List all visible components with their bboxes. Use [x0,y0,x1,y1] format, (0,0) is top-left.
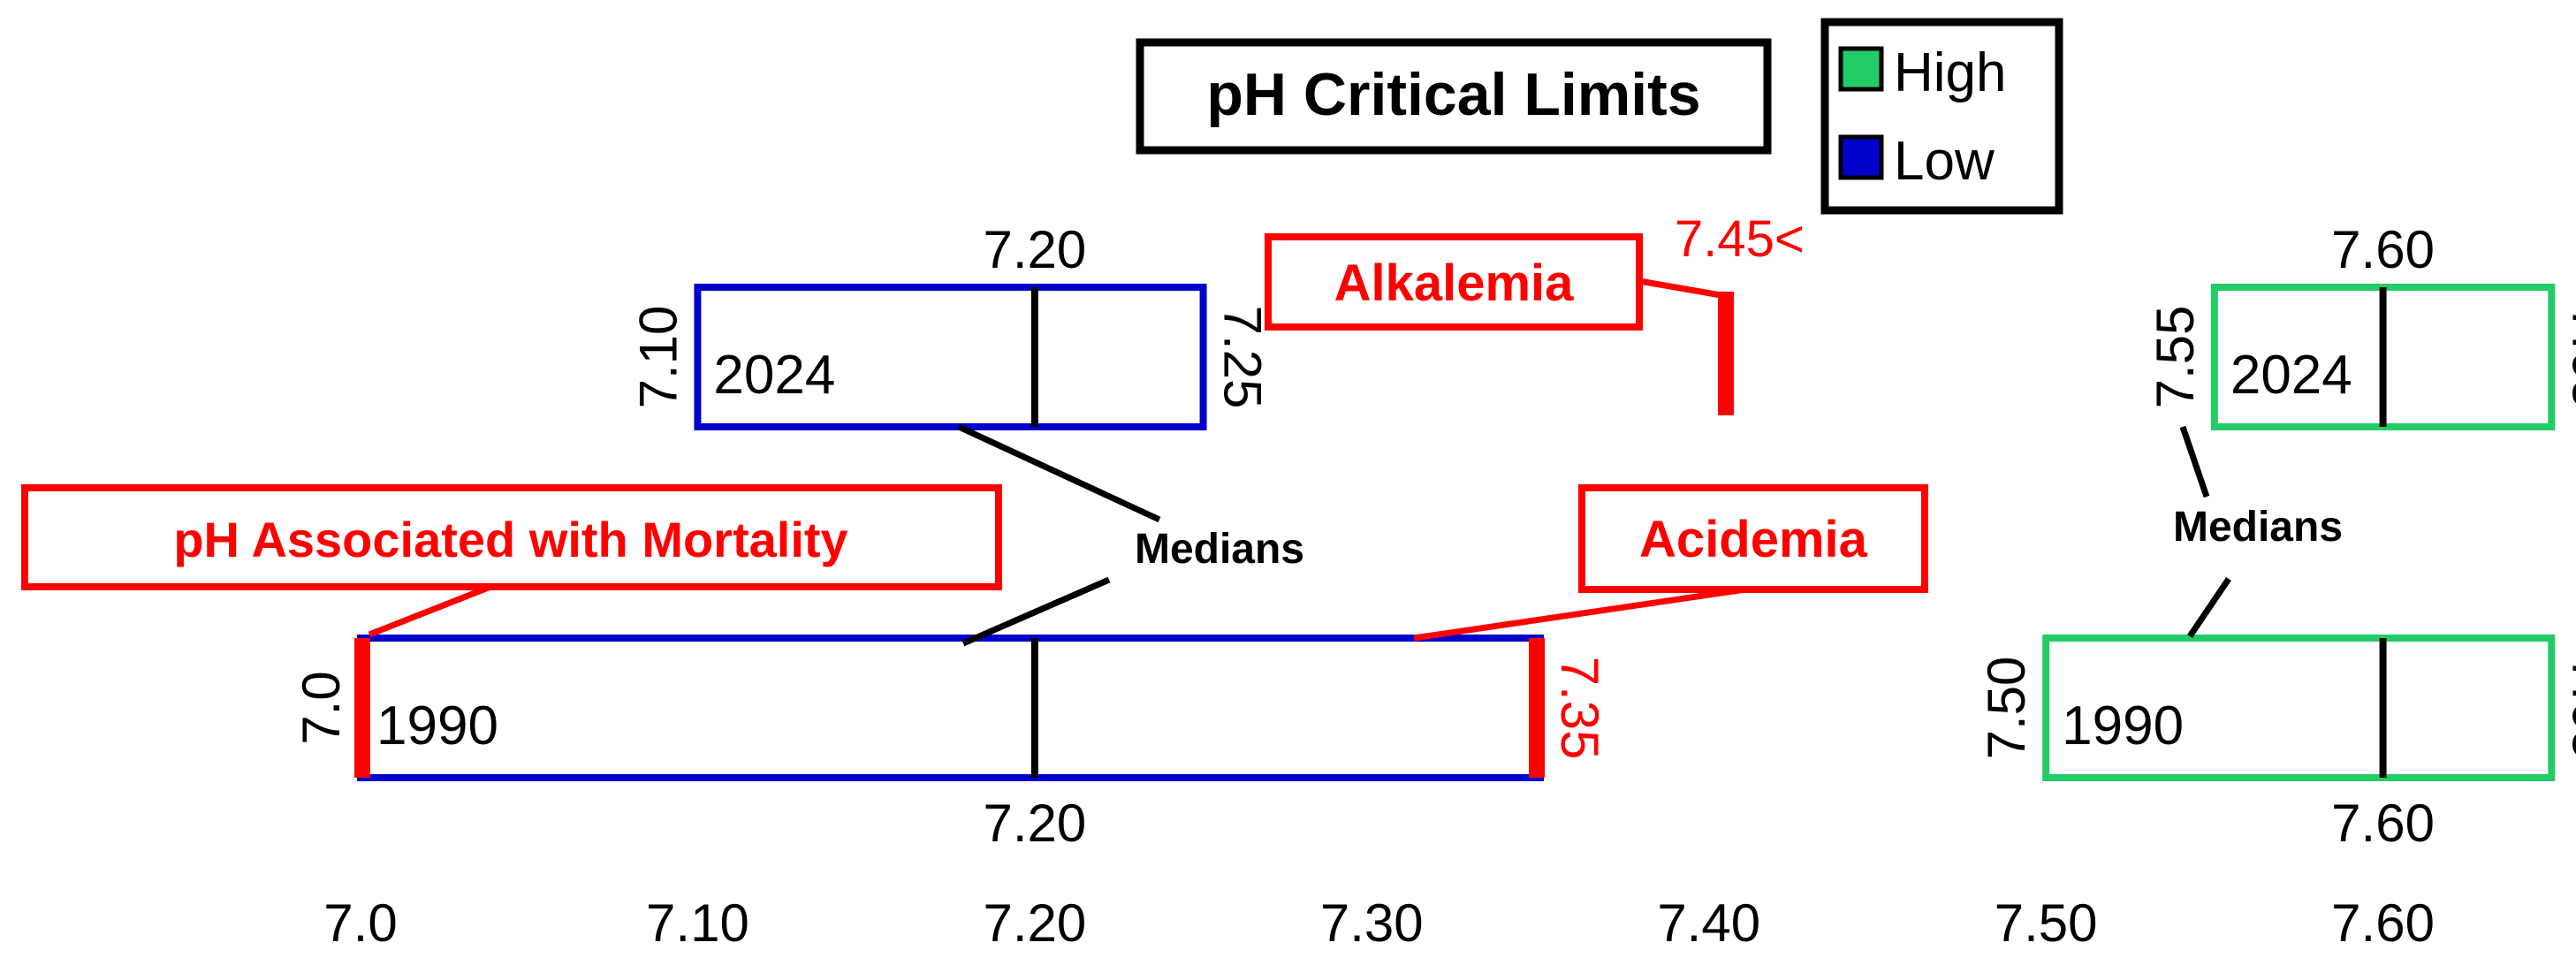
legend-low-label: Low [1894,131,1995,192]
chart-title: pH Critical Limits [1136,38,1772,155]
legend-high-swatch [1838,46,1884,92]
min-label: 7.0 [292,671,351,744]
acidemia-callout-label: Acidemia [1639,511,1868,568]
x-tick-label: 7.40 [1657,893,1760,953]
max-label: 7.25 [1213,306,1273,409]
medians-leader-low-top [957,423,1161,523]
year-label: 1990 [2062,696,2184,756]
x-tick-label: 7.0 [323,893,397,953]
min-label: 7.50 [1977,657,2036,760]
annotations: Alkalemia 7.45< pH Associated with Morta… [21,210,2343,647]
alkalemia-threshold-label: 7.45< [1675,210,1805,268]
medians-leader-low-bottom [961,576,1111,647]
x-tick-label: 7.50 [1995,893,2098,953]
year-label: 2024 [713,345,835,406]
x-tick-label: 7.20 [983,893,1086,953]
year-label: 1990 [376,696,498,756]
x-axis: 7.07.107.207.307.407.507.607.70 [323,893,2435,953]
min-label: 7.10 [628,306,688,409]
alkalemia-callout-label: Alkalemia [1334,255,1575,312]
acidemia-callout-box [1578,484,1928,593]
max-label: 7.35 [1550,657,1609,760]
x-tick-label: 7.60 [2331,893,2435,953]
box-rect [2042,635,2556,781]
box-rect [694,284,1207,430]
median-label: 7.20 [983,794,1086,853]
box-rect [357,635,1544,781]
medians-leader-high-bottom [2187,577,2231,638]
medians-label-low: Medians [1135,526,1304,573]
median-label: 7.60 [2331,794,2435,853]
chart-marks: 2024 7.20 7.10 7.25 1990 7.20 7.0 7.35 2024 7.60 7… [292,220,2576,853]
mortality-callout-label: pH Associated with Mortality [173,512,847,567]
high-1990-box: 1990 7.60 7.50 7.65 [1977,635,2576,853]
acidemia-leader-line [1413,586,1746,642]
median-label: 7.60 [2331,220,2435,279]
x-tick-label: 7.30 [1320,893,1424,953]
legend-low-swatch [1838,134,1884,180]
min-label: 7.55 [2146,306,2205,409]
high-2024-box: 2024 7.60 7.55 7.65 [2146,220,2576,430]
x-tick-label: 7.10 [646,893,749,953]
year-label: 2024 [2230,345,2352,406]
medians-leader-high-top [2179,425,2210,498]
median-label: 7.20 [983,220,1086,279]
legend-high-label: High [1894,42,2007,103]
mortality-callout-box [21,484,1002,590]
title-text: pH Critical Limits [1206,61,1700,128]
low-1990-box: 1990 7.20 7.0 7.35 [292,635,1609,853]
max-label: 7.65 [2561,306,2576,409]
max-label: 7.65 [2561,657,2576,760]
medians-label-high: Medians [2173,504,2343,551]
legend: High Low [1820,18,2063,215]
mortality-leader-line [368,583,492,638]
alkalemia-leader-line [1638,277,1729,415]
title-frame [1136,38,1772,155]
low-2024-box: 2024 7.20 7.10 7.25 [628,220,1273,430]
